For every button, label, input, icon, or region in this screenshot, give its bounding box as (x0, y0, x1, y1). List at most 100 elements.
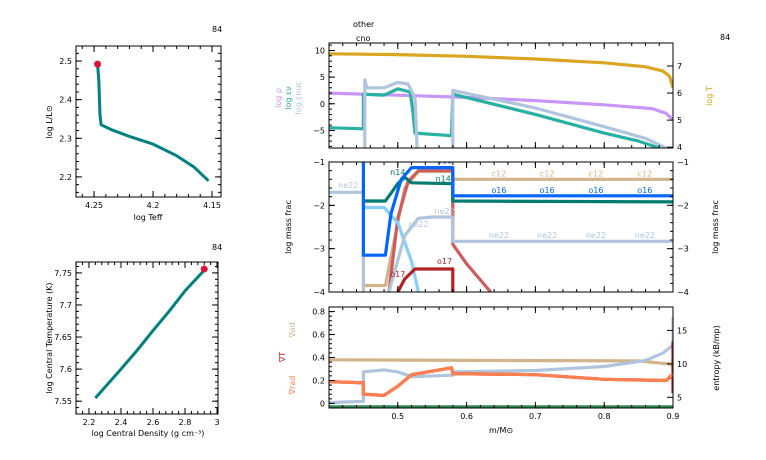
y-tick-label: −2 (313, 201, 325, 210)
model-number-hr: 84 (212, 25, 222, 34)
y2-tick-label: −2 (677, 201, 689, 210)
ylabel-log-t: log T (705, 86, 714, 106)
x-tick-label: 4.25 (85, 201, 103, 210)
top-label-other: other (353, 20, 375, 29)
abundance-label: c12 (589, 169, 604, 178)
massfrac-ylabel-left: log mass frac (284, 200, 293, 254)
y-tick-label: 0.2 (312, 376, 325, 385)
y2-tick-label: 10 (677, 360, 687, 369)
y-tick-label: −1 (313, 158, 325, 167)
y2-tick-label: −1 (677, 158, 689, 167)
mass-fractions-series-5 (361, 162, 673, 257)
profile-energy-series-2 (329, 87, 660, 148)
abundance-label: o17 (437, 257, 452, 266)
x-tick-label: 2.6 (147, 418, 160, 427)
y2-tick-label: 15 (677, 326, 687, 335)
ylabel-log-eps-nuc: log εnuc (294, 81, 303, 115)
ylabel-log-eps-nu: log εν (284, 86, 293, 110)
abundance-label: ne22 (338, 181, 358, 190)
central-ylabel: log Central Temperature (K) (45, 282, 54, 393)
hr-panel: 4.25 4.2 4.15 2.2 2.3 2.4 2.5 (59, 45, 222, 210)
current-model-marker (200, 265, 208, 273)
y-tick-label: 7.6 (59, 365, 72, 374)
y2-tick-label: 7 (677, 62, 682, 71)
hr-ylabel: log L/L⊙ (45, 105, 54, 138)
hr-series-group (96, 64, 210, 182)
y-tick-label: −4 (313, 288, 325, 297)
abundance-label: o17 (390, 270, 405, 279)
y-tick-label: 7.75 (54, 269, 72, 278)
abundance-label: o16 (588, 186, 603, 195)
hr-series-0 (96, 64, 210, 182)
y-tick-label: 2.3 (59, 134, 72, 143)
massfrac-ylabel-right: log mass frac (711, 200, 720, 254)
mass-fractions-series-4 (363, 175, 673, 204)
y-tick-label: 7.65 (54, 333, 72, 342)
x-tick-label: 0.9 (667, 412, 680, 421)
profile-energy-series-3 (363, 78, 667, 148)
y-tick-label: 5 (320, 73, 325, 82)
gradients-series-group (329, 317, 673, 408)
y2-tick-label: −4 (677, 288, 689, 297)
mass-fractions-series-1 (387, 169, 492, 292)
y-tick-label: 0 (320, 399, 325, 408)
y-tick-label: 0.6 (312, 331, 325, 340)
y2-tick-label: 5 (677, 116, 682, 125)
model-number-profile: 84 (720, 33, 730, 42)
x-tick-label: 0.5 (391, 412, 404, 421)
central-panel: 2.2 2.4 2.6 2.8 3 7.55 7.6 7.65 7.7 7.75 (54, 261, 220, 427)
central-xlabel: log Central Density (g cm⁻³) (92, 429, 205, 438)
x-tick-label: 2.8 (179, 418, 192, 427)
y-tick-label: 7.55 (54, 397, 72, 406)
top-label-cno: cno (356, 34, 370, 43)
current-model-marker (94, 60, 102, 68)
entropy-ylabel: entropy (kB/mp) (712, 325, 721, 390)
abundance-label: ne22 (489, 231, 509, 240)
abundance-label: c12 (638, 169, 653, 178)
gradients-series-0 (329, 358, 673, 366)
abundance-label: o16 (437, 157, 452, 166)
profile-energy-series-group (329, 52, 673, 148)
x-tick-label: 2.2 (83, 418, 96, 427)
y-tick-label: −3 (313, 245, 325, 254)
y-tick-label: 2.2 (59, 173, 72, 182)
abundance-label: c12 (492, 169, 507, 178)
x-tick-label: 0.6 (460, 412, 473, 421)
y-tick-label: 2.4 (59, 96, 72, 105)
ylabel-grad-ad: ∇ad (288, 322, 297, 338)
central-series-group (94, 269, 206, 399)
y-tick-label: 2.5 (59, 57, 72, 66)
abundance-label: ne22 (408, 220, 428, 229)
abundance-label: ne22 (537, 231, 557, 240)
hr-xlabel: log Teff (134, 213, 163, 222)
central-series-0 (94, 269, 206, 399)
x-tick-label: 0.8 (598, 412, 611, 421)
abundance-label: ne22 (434, 207, 454, 216)
abundance-label: n14 (390, 168, 405, 177)
x-tick-label: 4.2 (147, 201, 160, 210)
y-tick-label: −5 (313, 126, 325, 135)
abundance-label: n14 (436, 175, 451, 184)
x-tick-label: 3 (214, 418, 219, 427)
y-tick-label: 0.8 (312, 308, 325, 317)
gradients-series-3 (329, 366, 673, 397)
abundance-label: o16 (637, 186, 652, 195)
x-tick-label: 0.7 (529, 412, 542, 421)
y2-tick-label: 4 (677, 143, 682, 152)
y2-tick-label: −3 (677, 245, 689, 254)
x-tick-label: 2.4 (115, 418, 128, 427)
abundance-label: ne22 (586, 231, 606, 240)
abundance-label: ne22 (635, 231, 655, 240)
mass-fractions-panel: ne22 n14 o16 n14 ne22 ne22 o17 o17 c12 c12 c12 c12 o… (313, 157, 689, 297)
profile-energy-frame (328, 42, 674, 149)
y-tick-label: 7.7 (59, 301, 72, 310)
ylabel-grad-rad: ∇rad (288, 376, 297, 396)
abundance-label: o16 (540, 186, 555, 195)
hr-frame (75, 45, 222, 198)
y-tick-label: 0.4 (312, 354, 325, 363)
profile-energy-series-0 (329, 52, 673, 89)
ylabel-grad-t: ∇T (278, 352, 287, 363)
gradients-frame (328, 306, 674, 409)
y-tick-label: 10 (315, 46, 325, 55)
y-tick-label: 0 (320, 100, 325, 109)
